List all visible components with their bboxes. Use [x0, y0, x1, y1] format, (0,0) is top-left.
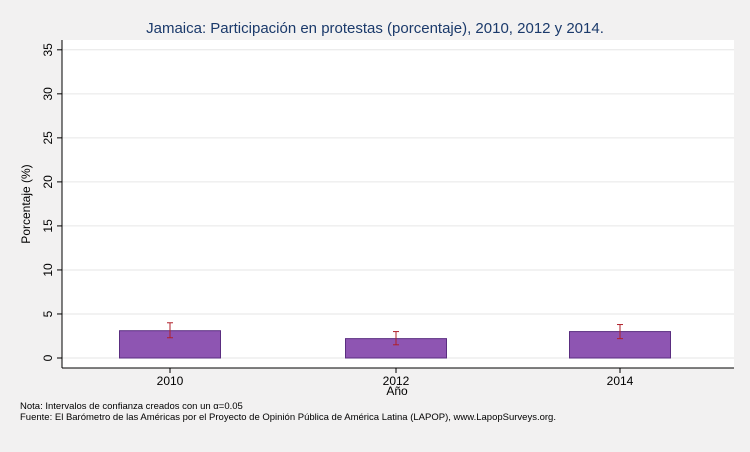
y-tick-label: 35	[41, 43, 55, 57]
x-tick-label: 2014	[607, 374, 634, 388]
x-tick-label: 2010	[157, 374, 184, 388]
y-tick-label: 25	[41, 131, 55, 145]
y-tick-label: 5	[41, 310, 55, 317]
grid-lines	[62, 49, 734, 359]
y-ticks: 0 5 10 15 20 25 30 35	[41, 43, 62, 361]
y-tick-label: 10	[41, 263, 55, 277]
y-tick-label: 20	[41, 175, 55, 189]
y-tick-label: 0	[41, 354, 55, 361]
y-axis-title: Porcentaje (%)	[19, 164, 33, 243]
chart-title: Jamaica: Participación en protestas (por…	[146, 20, 604, 37]
y-tick-label: 30	[41, 87, 55, 101]
note-source: Fuente: El Barómetro de las Américas por…	[20, 412, 556, 423]
x-tick-label: 2012	[383, 374, 410, 388]
y-tick-label: 15	[41, 219, 55, 233]
x-ticks: 2010 2012 2014	[157, 368, 634, 388]
note-confidence: Nota: Intervalos de confianza creados co…	[20, 401, 243, 412]
error-bars	[167, 322, 623, 346]
plot-area	[62, 40, 734, 368]
x-axis-title: Año	[386, 384, 408, 398]
